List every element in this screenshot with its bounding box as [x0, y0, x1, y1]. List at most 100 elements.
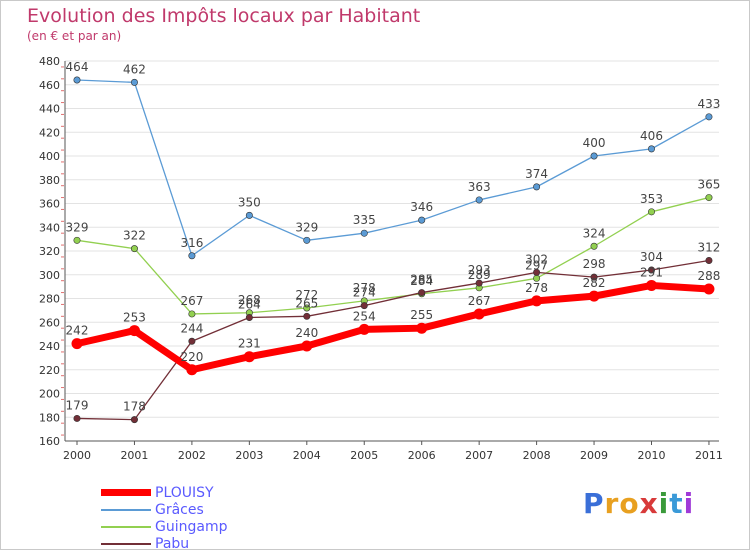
- y-tick-label: 480: [39, 55, 60, 68]
- data-point-pabu: [475, 279, 483, 287]
- data-label-plouisy: 254: [353, 309, 376, 323]
- data-label-pabu: 304: [640, 250, 663, 264]
- logo-letter: i: [683, 487, 695, 520]
- legend-swatch-guingamp: [101, 526, 151, 528]
- data-label-pabu: 312: [697, 241, 720, 255]
- data-label-plouisy: 242: [66, 324, 89, 338]
- y-tick-label: 320: [39, 245, 60, 258]
- data-point-gr-ces: [245, 211, 253, 219]
- series-line-plouisy: [73, 281, 713, 374]
- x-tick-label: 2011: [695, 449, 723, 462]
- data-point-guingamp: [73, 236, 81, 244]
- data-point-guingamp: [188, 310, 196, 318]
- data-label-plouisy: 231: [238, 337, 261, 351]
- y-tick-label: 280: [39, 293, 60, 306]
- data-label-gr-ces: 462: [123, 62, 146, 76]
- data-label-pabu: 285: [410, 273, 433, 287]
- chart-subtitle: (en € et par an): [27, 29, 122, 43]
- data-label-guingamp: 267: [180, 294, 203, 308]
- data-point-gr-ces: [705, 113, 713, 121]
- y-tick-label: 400: [39, 150, 60, 163]
- y-tick-label: 160: [39, 435, 60, 448]
- logo-letter: o: [619, 487, 640, 520]
- data-point-pabu: [303, 312, 311, 320]
- data-label-pabu: 293: [468, 263, 491, 277]
- data-point-gr-ces: [533, 183, 541, 191]
- data-label-gr-ces: 464: [66, 60, 89, 74]
- chart-title: Evolution des Impôts locaux par Habitant: [27, 5, 421, 27]
- y-tick-label: 420: [39, 126, 60, 139]
- x-tick-label: 2008: [523, 449, 551, 462]
- data-point-gr-ces: [647, 145, 655, 153]
- data-label-plouisy: 240: [295, 326, 318, 340]
- data-point-guingamp: [647, 208, 655, 216]
- data-point-guingamp: [590, 242, 598, 250]
- logo-letter: i: [658, 487, 670, 520]
- data-label-gr-ces: 406: [640, 129, 663, 143]
- series-line-pabu: [76, 259, 710, 421]
- data-label-guingamp: 329: [66, 220, 89, 234]
- x-tick-label: 2010: [638, 449, 666, 462]
- data-label-gr-ces: 350: [238, 195, 261, 209]
- data-label-guingamp: 278: [353, 281, 376, 295]
- legend-label-graces: Grâces: [155, 502, 204, 518]
- data-point-gr-ces: [590, 152, 598, 160]
- data-label-plouisy: 253: [123, 311, 146, 325]
- data-label-pabu: 265: [295, 296, 318, 310]
- data-point-pabu: [73, 414, 81, 422]
- x-tick-label: 2002: [178, 449, 206, 462]
- data-label-pabu: 298: [583, 257, 606, 271]
- x-tick-label: 2006: [408, 449, 436, 462]
- y-tick-label: 260: [39, 316, 60, 329]
- data-label-plouisy: 278: [525, 281, 548, 295]
- data-point-plouisy: [186, 364, 198, 376]
- data-label-pabu: 302: [525, 252, 548, 266]
- data-point-pabu: [188, 337, 196, 345]
- data-label-gr-ces: 400: [583, 136, 606, 150]
- data-point-plouisy: [358, 323, 370, 335]
- data-point-gr-ces: [360, 229, 368, 237]
- legend-swatch-pabu: [101, 543, 151, 545]
- data-point-pabu: [360, 302, 368, 310]
- data-point-pabu: [647, 266, 655, 274]
- x-tick-label: 2004: [293, 449, 321, 462]
- data-label-plouisy: 282: [583, 276, 606, 290]
- legend-label-guingamp: Guingamp: [155, 519, 228, 535]
- data-point-plouisy: [128, 325, 140, 337]
- data-label-gr-ces: 346: [410, 200, 433, 214]
- y-tick-label: 340: [39, 221, 60, 234]
- data-label-plouisy: 288: [697, 269, 720, 283]
- series-line-gr-ces: [76, 79, 710, 257]
- data-label-plouisy: 220: [180, 350, 203, 364]
- series-line-guingamp: [76, 196, 710, 315]
- y-tick-label: 300: [39, 269, 60, 282]
- data-point-guingamp: [705, 194, 713, 202]
- y-tick-label: 380: [39, 174, 60, 187]
- data-label-gr-ces: 329: [295, 220, 318, 234]
- x-tick-label: 2005: [350, 449, 378, 462]
- data-label-gr-ces: 363: [468, 180, 491, 194]
- x-tick-label: 2000: [63, 449, 91, 462]
- data-point-plouisy: [301, 340, 313, 352]
- y-tick-label: 240: [39, 340, 60, 353]
- data-point-gr-ces: [418, 216, 426, 224]
- data-label-guingamp: 322: [123, 229, 146, 243]
- data-label-pabu: 178: [123, 400, 146, 414]
- legend-swatch-graces: [101, 509, 151, 511]
- x-tick-label: 2007: [465, 449, 493, 462]
- y-tick-label: 220: [39, 364, 60, 377]
- legend-label-plouisy: PLOUISY: [155, 485, 214, 501]
- data-label-guingamp: 272: [295, 288, 318, 302]
- data-point-pabu: [418, 289, 426, 297]
- x-tick-label: 2001: [120, 449, 148, 462]
- data-label-gr-ces: 374: [525, 167, 548, 181]
- legend-label-pabu: Pabu: [155, 536, 190, 552]
- data-label-plouisy: 291: [640, 265, 663, 279]
- data-label-pabu: 244: [180, 321, 203, 335]
- x-tick-label: 2009: [580, 449, 608, 462]
- y-tick-label: 200: [39, 388, 60, 401]
- data-label-guingamp: 289: [468, 268, 491, 282]
- data-label-gr-ces: 433: [697, 97, 720, 111]
